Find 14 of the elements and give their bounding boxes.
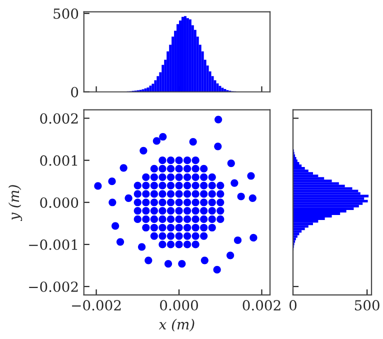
y-tick-label: 0.002: [40, 113, 78, 124]
y-tick-label: 0.001: [40, 155, 78, 166]
y-tick-label: −0.002: [29, 281, 78, 292]
y-axis-title: y (m): [8, 185, 22, 222]
x-tick-label: −0.002: [72, 300, 121, 311]
x-tick-label: 0.002: [242, 300, 280, 311]
x-tick-label: 0.000: [160, 300, 198, 311]
y-tick-label: −0.001: [29, 239, 78, 250]
y-tick-label: 0.000: [40, 197, 78, 208]
x-axis-title: x (m): [158, 318, 194, 332]
y-tick-label: 0: [71, 86, 78, 98]
x-tick-label: 0: [289, 300, 296, 311]
y-tick-label: 500: [54, 8, 78, 19]
x-tick-label: 500: [354, 300, 380, 311]
